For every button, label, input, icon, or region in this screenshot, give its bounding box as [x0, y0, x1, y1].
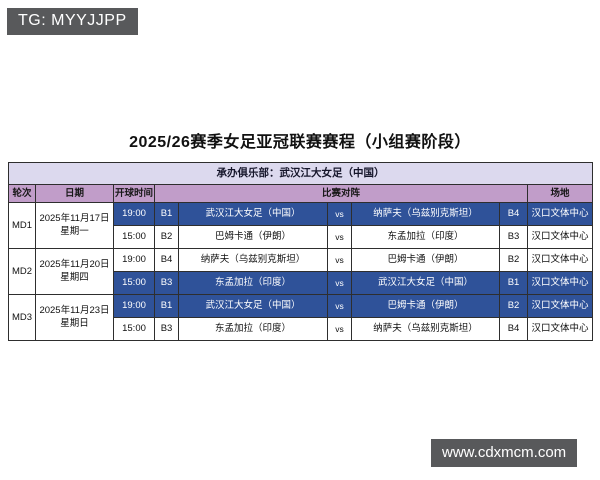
- schedule-table: 承办俱乐部：武汉江大女足（中国） 轮次 日期 开球时间 比赛对阵 场地 MD1 …: [8, 162, 593, 341]
- home-group-code: B4: [154, 248, 179, 272]
- home-team: 武汉江大女足（中国）: [178, 202, 328, 226]
- tg-watermark-badge: TG: MYYJJPP: [7, 8, 138, 35]
- header-round: 轮次: [8, 184, 36, 203]
- table-row: 15:00 B3 东孟加拉（印度） vs 纳萨夫（乌兹别克斯坦） B4 汉口文体…: [9, 317, 593, 341]
- header-kickoff: 开球时间: [113, 184, 155, 203]
- away-team: 纳萨夫（乌兹别克斯坦）: [351, 317, 500, 341]
- header-matchup: 比赛对阵: [154, 184, 528, 203]
- table-row: MD2 2025年11月20日 星期四 19:00 B4 纳萨夫（乌兹别克斯坦）…: [8, 248, 593, 295]
- kickoff-time: 15:00: [113, 225, 155, 249]
- home-group-code: B3: [154, 271, 179, 295]
- kickoff-time: 19:00: [113, 294, 155, 318]
- kickoff-time: 19:00: [113, 248, 155, 272]
- venue-cell: 汉口文体中心: [527, 202, 593, 226]
- weekday-text: 星期一: [60, 225, 89, 237]
- home-team: 巴姆卡通（伊朗）: [178, 225, 328, 249]
- venue-cell: 汉口文体中心: [527, 248, 593, 272]
- home-group-code: B2: [154, 225, 179, 249]
- away-group-code: B2: [499, 248, 528, 272]
- header-venue: 场地: [527, 184, 593, 203]
- home-group-code: B3: [154, 317, 179, 341]
- kickoff-time: 15:00: [113, 271, 155, 295]
- round-cell: MD2: [8, 248, 36, 295]
- away-group-code: B3: [499, 225, 528, 249]
- round-cell: MD1: [8, 202, 36, 249]
- away-group-code: B4: [499, 202, 528, 226]
- venue-cell: 汉口文体中心: [527, 317, 593, 341]
- date-text: 2025年11月23日: [39, 305, 110, 317]
- table-row: MD3 2025年11月23日 星期日 19:00 B1 武汉江大女足（中国） …: [8, 294, 593, 341]
- host-club-cell: 承办俱乐部：武汉江大女足（中国）: [8, 162, 593, 185]
- vs-label: vs: [327, 271, 352, 295]
- weekday-text: 星期四: [60, 271, 89, 283]
- vs-label: vs: [327, 317, 352, 341]
- venue-cell: 汉口文体中心: [527, 294, 593, 318]
- date-text: 2025年11月17日: [39, 213, 110, 225]
- home-group-code: B1: [154, 294, 179, 318]
- venue-cell: 汉口文体中心: [527, 225, 593, 249]
- round-cell: MD3: [8, 294, 36, 341]
- table-row: 15:00 B3 东孟加拉（印度） vs 武汉江大女足（中国） B1 汉口文体中…: [9, 271, 593, 295]
- vs-label: vs: [327, 202, 352, 226]
- away-team: 武汉江大女足（中国）: [351, 271, 500, 295]
- away-group-code: B2: [499, 294, 528, 318]
- page-title: 2025/26赛季女足亚冠联赛赛程（小组赛阶段）: [129, 134, 471, 151]
- header-date: 日期: [35, 184, 114, 203]
- home-team: 武汉江大女足（中国）: [178, 294, 328, 318]
- host-club-row: 承办俱乐部：武汉江大女足（中国）: [8, 162, 593, 185]
- vs-label: vs: [327, 248, 352, 272]
- date-cell: 2025年11月17日 星期一: [35, 202, 114, 249]
- home-team: 纳萨夫（乌兹别克斯坦）: [178, 248, 328, 272]
- away-team: 纳萨夫（乌兹别克斯坦）: [351, 202, 500, 226]
- column-header-row: 轮次 日期 开球时间 比赛对阵 场地: [8, 184, 593, 203]
- away-group-code: B4: [499, 317, 528, 341]
- table-row: 15:00 B2 巴姆卡通（伊朗） vs 东孟加拉（印度） B3 汉口文体中心: [9, 225, 593, 249]
- weekday-text: 星期日: [60, 317, 89, 329]
- kickoff-time: 15:00: [113, 317, 155, 341]
- away-team: 巴姆卡通（伊朗）: [351, 248, 500, 272]
- website-watermark-badge: www.cdxmcm.com: [431, 439, 578, 467]
- home-team: 东孟加拉（印度）: [178, 271, 328, 295]
- away-team: 东孟加拉（印度）: [351, 225, 500, 249]
- away-group-code: B1: [499, 271, 528, 295]
- vs-label: vs: [327, 225, 352, 249]
- vs-label: vs: [327, 294, 352, 318]
- date-text: 2025年11月20日: [39, 259, 110, 271]
- away-team: 巴姆卡通（伊朗）: [351, 294, 500, 318]
- date-cell: 2025年11月23日 星期日: [35, 294, 114, 341]
- home-group-code: B1: [154, 202, 179, 226]
- table-row: MD1 2025年11月17日 星期一 19:00 B1 武汉江大女足（中国） …: [8, 202, 593, 249]
- home-team: 东孟加拉（印度）: [178, 317, 328, 341]
- venue-cell: 汉口文体中心: [527, 271, 593, 295]
- date-cell: 2025年11月20日 星期四: [35, 248, 114, 295]
- kickoff-time: 19:00: [113, 202, 155, 226]
